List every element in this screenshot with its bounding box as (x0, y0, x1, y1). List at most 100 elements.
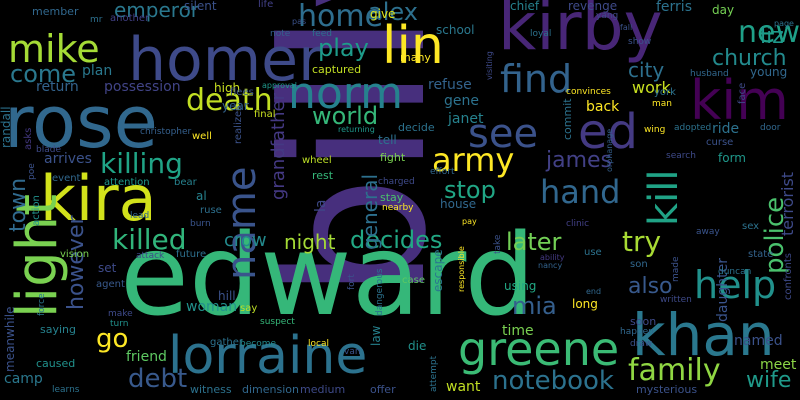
word-army: army (432, 141, 515, 179)
word-approval: approval (262, 81, 297, 90)
word-stay: stay (380, 191, 404, 204)
word-revenge: revenge (568, 0, 618, 13)
word-wing: wing (644, 125, 666, 135)
word-young: young (750, 65, 788, 79)
word-suspect: suspect (260, 317, 295, 327)
word-husband: husband (690, 69, 729, 79)
word-city: city (628, 58, 665, 82)
word-named: named (734, 333, 783, 349)
word-turn: turn (110, 319, 129, 329)
word-happen: happen (620, 327, 654, 337)
word-kim: kim (690, 69, 789, 132)
word-final: final (254, 109, 276, 120)
word-made: made (671, 256, 681, 282)
word-stop: stop (444, 176, 496, 204)
word-dangerous: dangerous (375, 268, 385, 316)
word-friend: friend (126, 349, 167, 365)
word-decides: decides (350, 226, 443, 254)
word-church: church (712, 46, 787, 71)
word-dimension: dimension (242, 383, 299, 396)
word-crow: crow (224, 230, 267, 251)
word-search: search (666, 151, 696, 161)
word-poe: poe (27, 163, 37, 180)
word-killed: killed (112, 223, 187, 256)
word-set: set (98, 261, 117, 275)
word-homer: homer (128, 25, 323, 95)
word-use: use (584, 247, 602, 258)
word-force: force (37, 293, 47, 316)
word-man: man (652, 99, 672, 109)
word-action: action (31, 195, 42, 226)
word-family: family (628, 353, 721, 388)
word-orphanage: orphanage (605, 128, 614, 172)
word-offer: offer (370, 383, 396, 396)
word-woman: woman (186, 299, 238, 315)
word-away: away (696, 227, 720, 237)
word-witness: witness (190, 383, 232, 396)
word-make: make (108, 309, 133, 319)
word-well: well (192, 131, 212, 142)
word-captured: captured (312, 63, 362, 76)
word-plan: plan (82, 63, 113, 79)
word-greene: greene (458, 322, 620, 376)
word-attempt: attempt (429, 355, 439, 392)
word-want: want (446, 379, 481, 395)
word-wife: wife (746, 368, 792, 393)
word-decide: decide (398, 121, 435, 134)
word-become: become (240, 339, 277, 349)
word-notebook: notebook (492, 366, 614, 396)
word-show: show (628, 37, 652, 47)
word-end: end (586, 287, 602, 296)
word-effort: effort (430, 167, 455, 177)
word-fall: fall (620, 23, 633, 32)
word-work: work (632, 78, 671, 97)
word-take: take (493, 234, 503, 254)
word-rose: rose (4, 80, 158, 164)
word-hill: hill (218, 289, 236, 303)
word-refuse: refuse (428, 77, 472, 93)
word-commit: commit (561, 98, 574, 140)
word-loyal: loyal (530, 29, 552, 39)
word-blade: blade (36, 145, 61, 155)
word-curse: curse (706, 137, 734, 148)
word-see: see (468, 111, 539, 157)
word-however: however (64, 215, 89, 310)
word-edward: edward (120, 211, 536, 341)
word-bear: bear (174, 177, 197, 188)
word-written: written (660, 295, 692, 305)
word-mike: mike (8, 27, 100, 71)
word-case: case (402, 275, 425, 286)
word-camp: camp (4, 371, 43, 387)
word-nancy: nancy (538, 261, 563, 270)
word-pay: pay (462, 217, 477, 226)
word-agent: agent (96, 279, 125, 290)
word-james: james (546, 148, 613, 173)
word-night: night (284, 230, 336, 254)
word-time: time (502, 323, 534, 339)
word-law: law (369, 325, 383, 346)
word-burn: burn (190, 219, 211, 229)
word-gene: gene (444, 93, 479, 109)
word-town: town (6, 177, 31, 232)
word-long: long (572, 297, 598, 311)
word-new: new (738, 15, 800, 50)
word-page: page (774, 19, 794, 28)
word-escape: escape (431, 249, 445, 292)
word-meet: meet (760, 357, 797, 373)
word-convinces: convinces (566, 87, 611, 97)
word-ability: ability (540, 253, 565, 262)
word-life: life (258, 0, 274, 10)
word-event: event (52, 173, 81, 184)
word-clinic: clinic (566, 219, 590, 229)
word-hand: hand (540, 173, 621, 211)
word-day: day (712, 3, 735, 17)
word-kill: kill (641, 169, 687, 226)
word-returning: returning (338, 125, 375, 134)
word-world: world (312, 102, 379, 130)
word-year: year (222, 99, 249, 113)
word-asks: asks (23, 127, 34, 150)
word-general: general (358, 173, 382, 250)
word-go: go (96, 324, 129, 354)
word-state: state (748, 249, 774, 260)
word-using: using (504, 279, 537, 293)
